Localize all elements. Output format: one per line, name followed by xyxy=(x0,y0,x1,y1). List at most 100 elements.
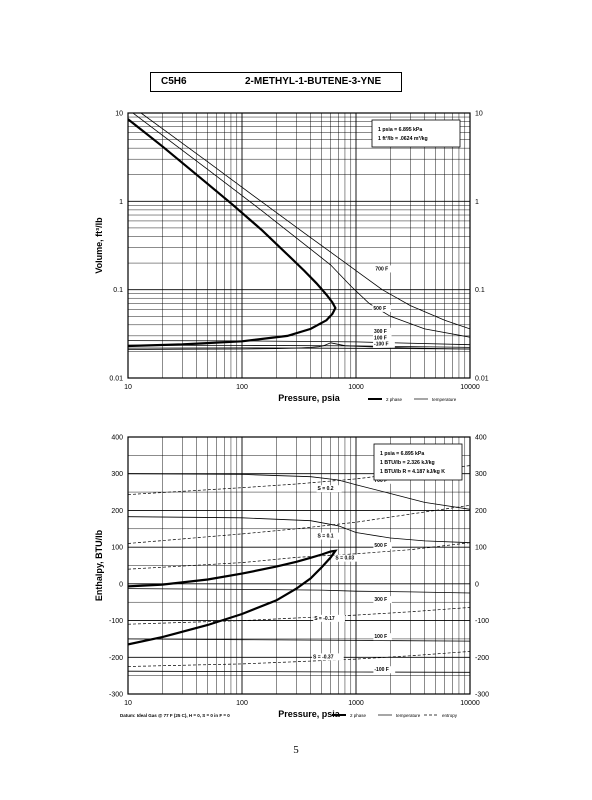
x-tick-label: 1000 xyxy=(348,700,364,707)
x-tick-label: 10 xyxy=(124,700,132,707)
curve-label-bg xyxy=(373,666,396,674)
legend-entry: 2 phase xyxy=(350,713,367,718)
compound-name: 2-METHYL-1-BUTENE-3-YNE xyxy=(245,76,382,87)
legend-entry: entropy xyxy=(442,713,458,718)
conversion-box xyxy=(373,443,463,481)
temperature-line xyxy=(128,340,470,346)
two-phase-curve xyxy=(128,549,338,646)
y-axis-label: Volume, ft³/lb xyxy=(94,217,104,274)
x-tick-label: 10 xyxy=(124,384,132,391)
curve-label-bg xyxy=(373,542,392,550)
datum-footnote: Datum: Ideal Gas @ 77 F (25 C), H = 0, S… xyxy=(120,713,230,718)
y-tick-label-right: 10 xyxy=(475,111,483,118)
chart-header-box: C5H6 2-METHYL-1-BUTENE-3-YNE xyxy=(150,72,402,92)
y-tick-label-right: 400 xyxy=(475,435,487,442)
curve-label-bg xyxy=(313,614,345,622)
y-tick-label-left: -100 xyxy=(109,618,123,625)
curve-label-bg xyxy=(373,340,395,348)
temperature-line xyxy=(128,516,470,544)
curve-label: 100 F xyxy=(374,634,387,640)
y-tick-label-right: -300 xyxy=(475,692,489,699)
conversion-text: 1 psia = 6.895 kPa xyxy=(380,451,424,457)
y-tick-label-right: -200 xyxy=(475,655,489,662)
legend-entry: temperature xyxy=(432,397,457,402)
temperature-line xyxy=(128,670,470,673)
x-axis-label: Pressure, psia xyxy=(278,393,341,403)
y-tick-label-left: 1 xyxy=(119,199,123,206)
curve-label: S = 0.03 xyxy=(335,556,354,562)
entropy-line xyxy=(128,542,470,570)
curve-label-bg xyxy=(316,532,342,540)
entropy-line xyxy=(128,465,470,495)
y-tick-label-right: -100 xyxy=(475,618,489,625)
y-tick-label-left: 10 xyxy=(115,111,123,118)
conversion-text: 1 ft³/lb = .0624 m³/kg xyxy=(378,136,428,142)
curve-label: 700 F xyxy=(374,478,387,484)
y-tick-label-left: -200 xyxy=(109,655,123,662)
temperature-line xyxy=(128,344,470,348)
entropy-line xyxy=(128,651,470,667)
curve-label: 700 F xyxy=(375,266,388,272)
page-number: 5 xyxy=(293,744,299,756)
curve-label: S = -0.17 xyxy=(314,616,335,622)
temperature-line xyxy=(140,113,470,330)
y-tick-label-right: 0 xyxy=(475,581,479,588)
temperature-line xyxy=(128,638,470,642)
curve-label: S = 0.1 xyxy=(318,534,334,540)
entropy-line xyxy=(128,607,470,625)
x-tick-label: 100 xyxy=(236,384,248,391)
curve-label-bg xyxy=(374,265,393,273)
curve-label-bg xyxy=(373,327,392,335)
curve-label: S = 0.2 xyxy=(318,486,334,492)
legend-entry: 2 phase xyxy=(386,397,403,402)
curve-label: 500 F xyxy=(373,306,386,312)
curve-label-bg xyxy=(316,485,342,493)
y-tick-label-left: -300 xyxy=(109,692,123,699)
curve-label-bg xyxy=(373,334,392,342)
y-tick-label-left: 400 xyxy=(111,435,123,442)
curve-label-bg xyxy=(373,633,392,641)
y-tick-label-left: 0 xyxy=(119,581,123,588)
temperature-line xyxy=(128,473,470,510)
y-tick-label-right: 100 xyxy=(475,545,487,552)
curve-label: S = -0.37 xyxy=(313,654,334,660)
x-tick-label: 10000 xyxy=(460,700,480,707)
temperature-line xyxy=(128,347,470,350)
conversion-box xyxy=(371,119,461,148)
x-tick-label: 10000 xyxy=(460,384,480,391)
plot-frame xyxy=(127,112,471,379)
curve-label: 500 F xyxy=(374,543,387,549)
y-tick-label-right: 300 xyxy=(475,471,487,478)
temperature-line xyxy=(128,588,470,594)
curve-label-bg xyxy=(312,653,344,661)
entropy-line xyxy=(128,504,470,544)
y-tick-label-left: 200 xyxy=(111,508,123,515)
y-tick-label-right: 200 xyxy=(475,508,487,515)
curve-label: -100 F xyxy=(374,667,388,673)
y-tick-label-left: 300 xyxy=(111,471,123,478)
conversion-text: 1 BTU/lb = 2.326 kJ/kg xyxy=(380,460,435,466)
curve-label: -100 F xyxy=(374,342,388,348)
formula-label: C5H6 xyxy=(161,76,187,87)
conversion-text: 1 BTU/lb R = 4.187 kJ/kg K xyxy=(380,469,445,475)
y-tick-label-left: 0.01 xyxy=(109,376,123,383)
curve-label-bg xyxy=(373,596,392,604)
y-tick-label-left: 0.1 xyxy=(113,287,123,294)
y-tick-label-right: 0.01 xyxy=(475,376,489,383)
y-tick-label-left: 100 xyxy=(111,545,123,552)
curve-label: 100 F xyxy=(374,336,387,342)
y-tick-label-right: 0.1 xyxy=(475,287,485,294)
conversion-text: 1 psia = 6.895 kPa xyxy=(378,127,422,133)
curve-label-bg xyxy=(334,554,363,562)
two-phase-curve xyxy=(128,118,337,348)
y-axis-label: Enthalpy, BTU/lb xyxy=(94,529,104,601)
temperature-line xyxy=(132,113,470,338)
x-tick-label: 1000 xyxy=(348,384,364,391)
y-tick-label-right: 1 xyxy=(475,199,479,206)
plot-frame xyxy=(127,436,471,695)
x-tick-label: 100 xyxy=(236,700,248,707)
curve-label-bg xyxy=(372,304,391,312)
legend-entry: temperature xyxy=(396,713,421,718)
curve-label: 300 F xyxy=(374,597,387,603)
